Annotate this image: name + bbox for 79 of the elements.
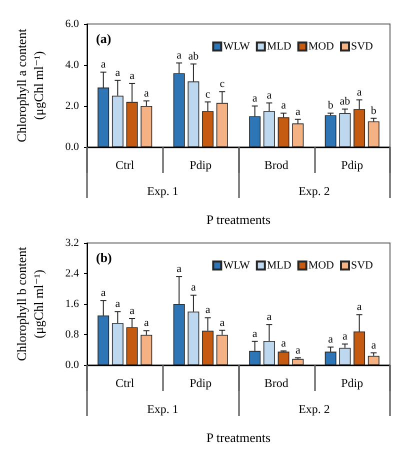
data-label: a (176, 49, 182, 62)
bar (368, 356, 380, 365)
data-label: a (266, 89, 272, 102)
y-axis-title: Chlorophyll b content (μgChl ml⁻¹) (14, 246, 46, 362)
data-label: a (371, 339, 376, 352)
data-label: a (191, 282, 196, 294)
bar (292, 123, 304, 147)
y-tick-label: 0.0 (65, 141, 80, 153)
x-tick-label: Pdip (341, 158, 364, 172)
text: Exp. 1 (147, 184, 178, 198)
bar (292, 358, 304, 365)
x-axis-title: P treatments (206, 430, 271, 445)
y-tick-label: 0.0 (65, 359, 80, 371)
bar (278, 117, 290, 147)
data-label: a (144, 317, 149, 330)
text: (a) (96, 31, 112, 46)
y-tick-label: 0.8 (65, 328, 80, 340)
data-label: a (281, 100, 286, 112)
legend-label: WLW (223, 260, 250, 272)
data-label: a (266, 311, 272, 324)
bar (216, 334, 228, 365)
data-label: b (370, 104, 377, 117)
data-label: a (342, 330, 348, 343)
x-tick-label: Ctrl (116, 158, 135, 172)
data-label: a (281, 337, 286, 350)
y-tick-label: 2.4 (65, 268, 80, 280)
data-label: a (328, 334, 334, 346)
legend-label: MOD (308, 260, 334, 272)
legend-label: MOD (308, 40, 334, 52)
bar (339, 113, 351, 147)
y-tick-label: 2.0 (65, 100, 80, 112)
data-label: a (252, 92, 258, 104)
data-label: a (356, 86, 362, 98)
data-label: a (252, 328, 258, 340)
text: (b) (96, 250, 112, 265)
data-label: a (176, 263, 182, 276)
data-label: a (100, 287, 106, 300)
data-label: a (115, 298, 120, 310)
y-tick-label: 4.0 (65, 59, 80, 71)
text: Exp. 1 (147, 402, 178, 416)
bar (324, 115, 336, 147)
data-label: a (220, 316, 225, 329)
data-label: a (295, 344, 300, 356)
bar (324, 352, 336, 365)
data-label: a (205, 304, 210, 316)
data-label: a (130, 304, 135, 317)
legend-label: SVD (350, 260, 374, 272)
data-label: a (130, 70, 135, 82)
data-label: ab (188, 50, 200, 62)
x-tick-label: Pdip (190, 376, 212, 390)
text: Exp. 2 (298, 402, 330, 416)
data-label: a (144, 87, 149, 100)
text: Exp. 2 (298, 184, 330, 198)
x-tick-label: Brod (264, 376, 288, 390)
y-tick-label: 1.6 (65, 298, 80, 310)
x-tick-label: Pdip (190, 158, 212, 172)
y-tick-label: 6.0 (65, 18, 80, 30)
bar (339, 348, 351, 365)
x-axis-title: P treatments (206, 212, 271, 227)
legend-label: WLW (223, 40, 250, 52)
data-label: c (220, 78, 225, 90)
data-label: c (205, 88, 210, 100)
y-axis-title: Chlorophyll a content (μgChl ml⁻¹) (14, 28, 46, 142)
data-label: ab (340, 96, 351, 108)
x-tick-label: Ctrl (116, 376, 135, 390)
x-tick-label: Brod (264, 158, 288, 172)
bar (140, 334, 152, 365)
x-tick-label: Pdip (341, 376, 364, 390)
bar (278, 352, 290, 365)
bar (368, 121, 380, 147)
data-label: a (100, 58, 106, 71)
data-label: a (356, 301, 362, 314)
legend-label: MLD (266, 260, 292, 272)
legend-label: MLD (266, 40, 292, 52)
y-tick-label: 3.2 (65, 237, 79, 249)
data-label: b (328, 100, 334, 112)
data-label: a (295, 106, 300, 118)
data-label: a (115, 66, 120, 79)
legend-label: SVD (350, 40, 374, 52)
